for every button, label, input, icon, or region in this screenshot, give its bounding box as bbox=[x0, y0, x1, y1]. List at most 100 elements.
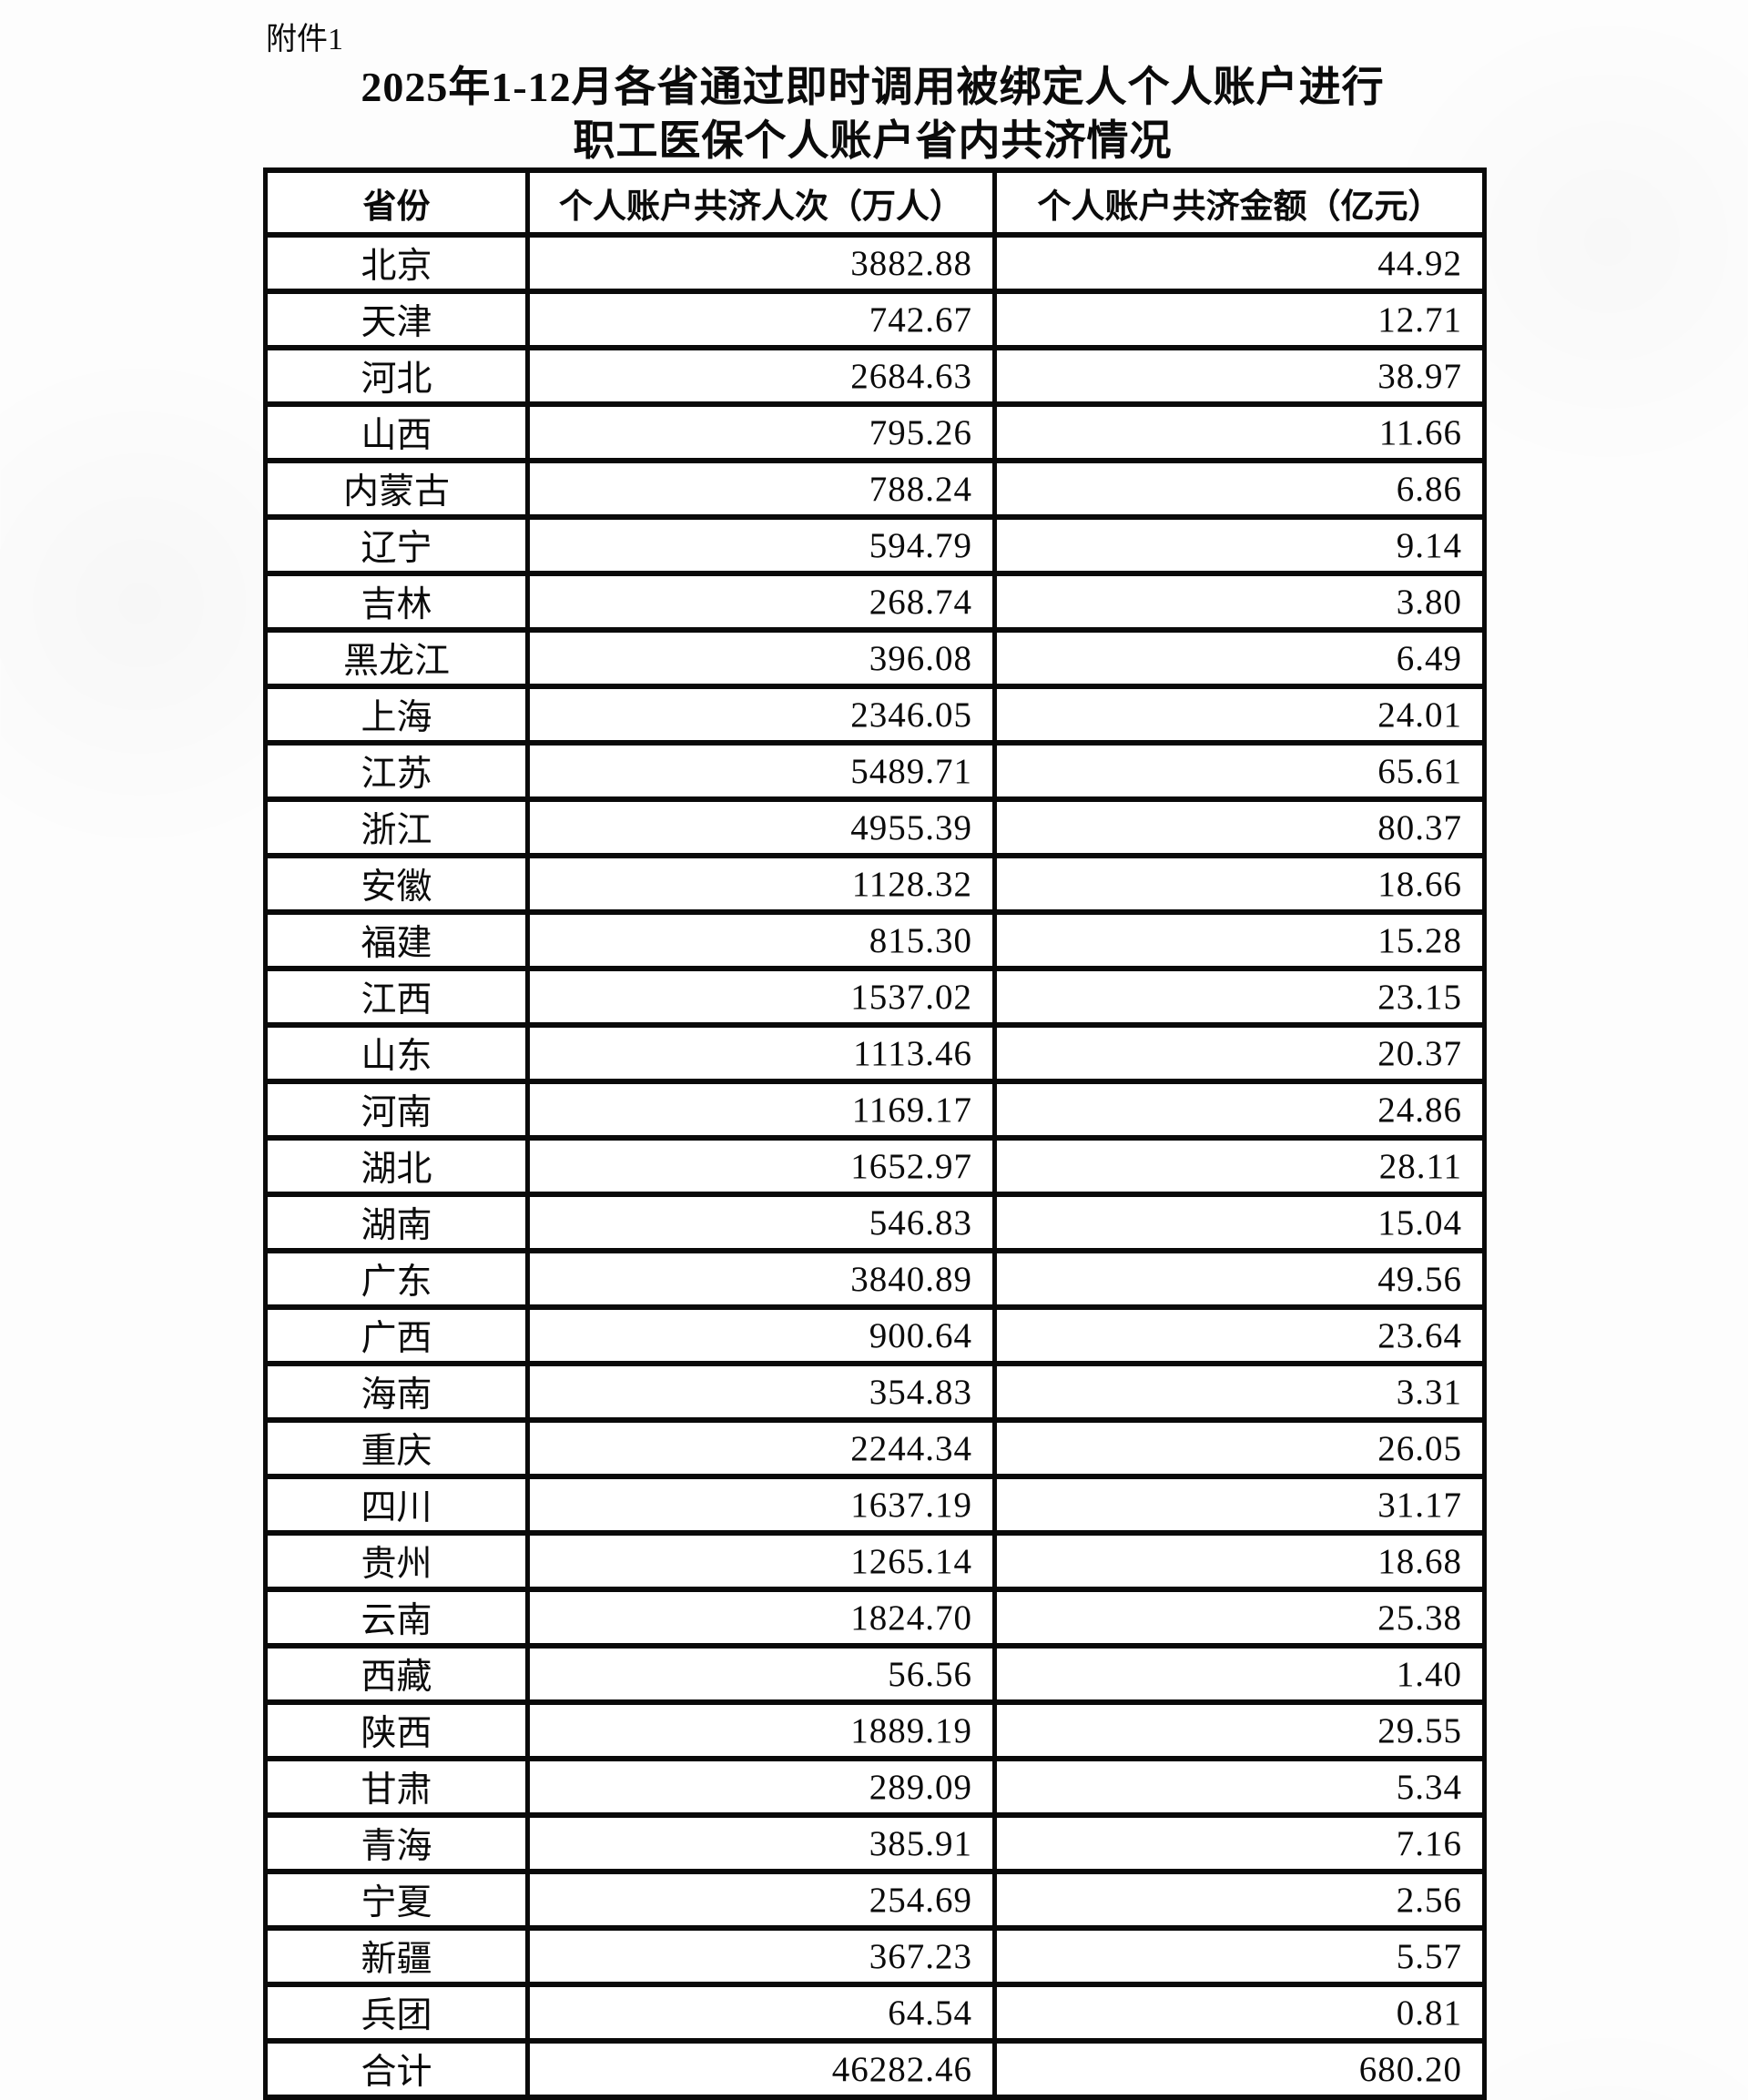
visits-cell: 56.56 bbox=[525, 1643, 997, 1705]
visits-cell: 3882.88 bbox=[525, 232, 997, 294]
column-header-province: 省份 bbox=[263, 167, 530, 238]
table-row: 宁夏 254.69 2.56 bbox=[263, 1869, 1487, 1931]
visits-cell: 2684.63 bbox=[525, 345, 997, 407]
amount-cell: 24.01 bbox=[992, 684, 1487, 746]
table-row: 湖南 546.83 15.04 bbox=[263, 1192, 1487, 1253]
visits-cell: 254.69 bbox=[525, 1869, 997, 1931]
amount-cell: 5.34 bbox=[992, 1756, 1487, 1818]
amount-cell: 2.56 bbox=[992, 1869, 1487, 1931]
province-cell: 青海 bbox=[263, 1812, 530, 1874]
amount-cell: 49.56 bbox=[992, 1248, 1487, 1310]
visits-cell: 46282.46 bbox=[525, 2038, 997, 2100]
visits-cell: 1265.14 bbox=[525, 1530, 997, 1592]
province-cell: 江苏 bbox=[263, 740, 530, 802]
table-row: 新疆 367.23 5.57 bbox=[263, 1925, 1487, 1987]
visits-cell: 1537.02 bbox=[525, 966, 997, 1028]
amount-cell: 65.61 bbox=[992, 740, 1487, 802]
province-mutual-aid-table: 省份 个人账户共济人次（万人） 个人账户共济金额（亿元） 北京 3882.88 … bbox=[263, 167, 1487, 2100]
province-cell: 上海 bbox=[263, 684, 530, 746]
amount-cell: 5.57 bbox=[992, 1925, 1487, 1987]
visits-cell: 795.26 bbox=[525, 401, 997, 463]
table-row: 河北 2684.63 38.97 bbox=[263, 345, 1487, 407]
table-row: 辽宁 594.79 9.14 bbox=[263, 514, 1487, 576]
amount-cell: 1.40 bbox=[992, 1643, 1487, 1705]
amount-cell: 15.04 bbox=[992, 1192, 1487, 1253]
province-cell: 广东 bbox=[263, 1248, 530, 1310]
table-row: 云南 1824.70 25.38 bbox=[263, 1587, 1487, 1649]
table-row: 山西 795.26 11.66 bbox=[263, 401, 1487, 463]
table-row: 江苏 5489.71 65.61 bbox=[263, 740, 1487, 802]
visits-cell: 900.64 bbox=[525, 1304, 997, 1366]
province-cell: 安徽 bbox=[263, 853, 530, 915]
amount-cell: 6.49 bbox=[992, 627, 1487, 689]
visits-cell: 396.08 bbox=[525, 627, 997, 689]
province-cell: 河北 bbox=[263, 345, 530, 407]
visits-cell: 815.30 bbox=[525, 909, 997, 971]
amount-cell: 3.80 bbox=[992, 571, 1487, 633]
province-cell: 湖南 bbox=[263, 1192, 530, 1253]
table-row: 陕西 1889.19 29.55 bbox=[263, 1699, 1487, 1761]
table-row: 内蒙古 788.24 6.86 bbox=[263, 458, 1487, 520]
attachment-label: 附件1 bbox=[266, 23, 343, 56]
province-cell: 北京 bbox=[263, 232, 530, 294]
province-cell: 黑龙江 bbox=[263, 627, 530, 689]
amount-cell: 3.31 bbox=[992, 1361, 1487, 1423]
amount-cell: 18.66 bbox=[992, 853, 1487, 915]
amount-cell: 29.55 bbox=[992, 1699, 1487, 1761]
amount-cell: 31.17 bbox=[992, 1474, 1487, 1536]
table-row: 吉林 268.74 3.80 bbox=[263, 571, 1487, 633]
amount-cell: 38.97 bbox=[992, 345, 1487, 407]
table-row: 广东 3840.89 49.56 bbox=[263, 1248, 1487, 1310]
visits-cell: 546.83 bbox=[525, 1192, 997, 1253]
table-row: 兵团 64.54 0.81 bbox=[263, 1982, 1487, 2044]
amount-cell: 0.81 bbox=[992, 1982, 1487, 2044]
province-cell: 湖北 bbox=[263, 1135, 530, 1197]
visits-cell: 3840.89 bbox=[525, 1248, 997, 1310]
visits-cell: 1113.46 bbox=[525, 1022, 997, 1084]
amount-cell: 44.92 bbox=[992, 232, 1487, 294]
visits-cell: 268.74 bbox=[525, 571, 997, 633]
table-row: 湖北 1652.97 28.11 bbox=[263, 1135, 1487, 1197]
table-row: 合计 46282.46 680.20 bbox=[263, 2038, 1487, 2100]
table-row: 浙江 4955.39 80.37 bbox=[263, 796, 1487, 858]
amount-cell: 9.14 bbox=[992, 514, 1487, 576]
amount-cell: 28.11 bbox=[992, 1135, 1487, 1197]
visits-cell: 1169.17 bbox=[525, 1079, 997, 1141]
province-cell: 四川 bbox=[263, 1474, 530, 1536]
visits-cell: 1128.32 bbox=[525, 853, 997, 915]
visits-cell: 2346.05 bbox=[525, 684, 997, 746]
table-row: 海南 354.83 3.31 bbox=[263, 1361, 1487, 1423]
visits-cell: 4955.39 bbox=[525, 796, 997, 858]
province-cell: 甘肃 bbox=[263, 1756, 530, 1818]
table-body: 北京 3882.88 44.92 天津 742.67 12.71 河北 2684… bbox=[263, 232, 1487, 2100]
table-row: 黑龙江 396.08 6.49 bbox=[263, 627, 1487, 689]
table-row: 福建 815.30 15.28 bbox=[263, 909, 1487, 971]
province-cell: 西藏 bbox=[263, 1643, 530, 1705]
visits-cell: 2244.34 bbox=[525, 1417, 997, 1479]
column-header-amount: 个人账户共济金额（亿元） bbox=[992, 167, 1487, 238]
province-cell: 贵州 bbox=[263, 1530, 530, 1592]
visits-cell: 594.79 bbox=[525, 514, 997, 576]
visits-cell: 289.09 bbox=[525, 1756, 997, 1818]
amount-cell: 23.64 bbox=[992, 1304, 1487, 1366]
province-cell: 吉林 bbox=[263, 571, 530, 633]
amount-cell: 12.71 bbox=[992, 289, 1487, 350]
visits-cell: 742.67 bbox=[525, 289, 997, 350]
visits-cell: 1637.19 bbox=[525, 1474, 997, 1536]
province-cell: 天津 bbox=[263, 289, 530, 350]
table-row: 青海 385.91 7.16 bbox=[263, 1812, 1487, 1874]
amount-cell: 11.66 bbox=[992, 401, 1487, 463]
visits-cell: 5489.71 bbox=[525, 740, 997, 802]
table-row: 甘肃 289.09 5.34 bbox=[263, 1756, 1487, 1818]
document-title: 2025年1-12月各省通过即时调用被绑定人个人账户进行 职工医保个人账户省内共… bbox=[263, 60, 1482, 167]
visits-cell: 1824.70 bbox=[525, 1587, 997, 1649]
document-title-line1: 2025年1-12月各省通过即时调用被绑定人个人账户进行 bbox=[361, 64, 1385, 110]
table-row: 贵州 1265.14 18.68 bbox=[263, 1530, 1487, 1592]
amount-cell: 26.05 bbox=[992, 1417, 1487, 1479]
visits-cell: 788.24 bbox=[525, 458, 997, 520]
table-row: 四川 1637.19 31.17 bbox=[263, 1474, 1487, 1536]
province-cell: 宁夏 bbox=[263, 1869, 530, 1931]
province-cell: 福建 bbox=[263, 909, 530, 971]
visits-cell: 367.23 bbox=[525, 1925, 997, 1987]
